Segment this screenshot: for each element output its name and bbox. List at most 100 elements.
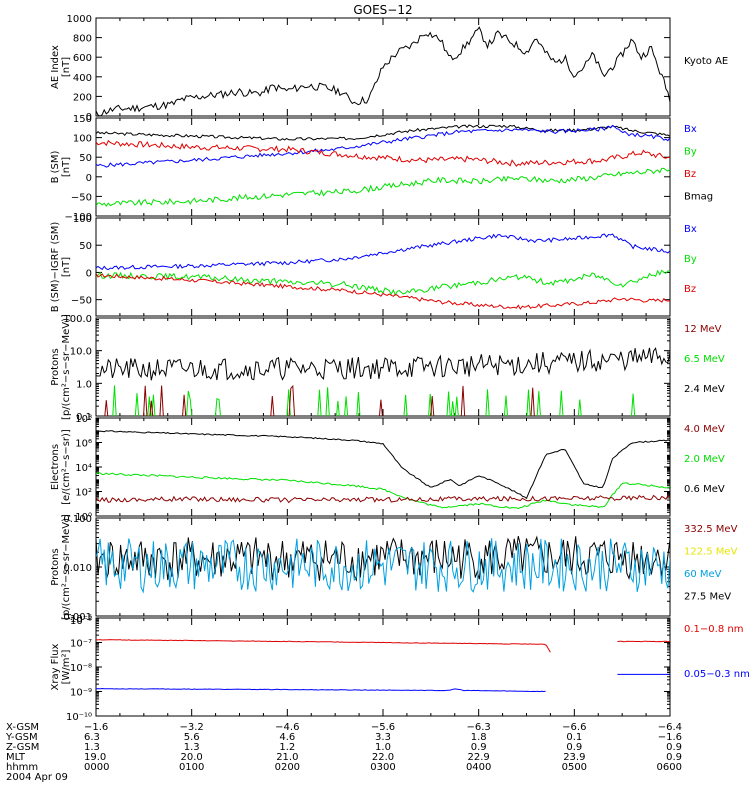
legend-entry: Bz [684,284,696,295]
x-row-value: 0200 [275,762,300,773]
y-tick-label: 10⁻⁹ [70,688,92,699]
x-row-value: 0.9 [666,752,682,763]
y-tick-label: 0.001 [63,612,92,623]
y-axis-label: Electrons [50,444,61,490]
y-tick-label: 10⁻⁶ [70,614,92,625]
y-tick-label: 50 [79,153,92,164]
series-line [617,640,670,643]
y-axis-label: [W/m²] [61,649,72,684]
y-tick-label: 10⁴ [75,463,92,474]
series-line [96,124,670,168]
x-row-value: 0.9 [471,742,487,753]
y-axis-label: B (SM) [50,150,61,183]
y-tick-label: 0 [86,268,92,279]
x-row-value: 0400 [466,762,491,773]
y-tick-label: 200 [73,92,92,103]
x-row-value: 4.6 [279,732,295,743]
legend-entry: 27.5 MeV [684,592,731,603]
y-tick-label: 0 [86,173,92,184]
x-row-value: 19.0 [84,752,106,763]
series-line [96,639,551,653]
series-line [96,430,670,500]
x-row-value: −5.6 [371,722,395,733]
legend-entry: 12 MeV [684,324,722,335]
x-row-value: 23.9 [563,752,585,763]
legend-entry: 4.0 MeV [684,424,725,435]
y-tick-label: 400 [73,73,92,84]
x-row-label: Z-GSM [6,742,39,753]
x-row-value: 6.3 [84,732,100,743]
panel-bdiff: −50 0 50 100 B (SM)−IGRF (SM) [nT] Bx By Bz [50,214,697,317]
y-tick-label: 1.0 [76,379,92,390]
x-row-value: 22.0 [372,752,394,763]
y-tick-label: 10⁶ [75,439,92,450]
x-row-value: 22.9 [468,752,490,763]
y-axis-label: Protons [50,548,61,585]
y-axis-label: [e/(cm²−s−sr)] [61,429,72,505]
x-row-value: 0.9 [666,742,682,753]
series-line [96,538,670,594]
y-tick-label: 10⁻⁸ [70,616,92,627]
x-axis-labels: X-GSM −1.6 −3.2 −4.6 −5.6 −6.3 −6.6 −6.4 Y-GSM 6.… [5,722,682,783]
legend-entry: Bz [684,169,696,180]
legend-entry: Bx [684,124,697,135]
x-row-value: −6.4 [658,722,682,733]
legend-entry: By [684,147,697,158]
x-row-value: −1.6 [84,722,108,733]
legend-entry: 2.0 MeV [684,454,725,465]
x-row-value: −1.6 [658,732,682,743]
y-tick-label: 10⁻⁸ [70,663,92,674]
y-tick-label: 100 [73,134,92,145]
legend-entry: 2.4 MeV [684,384,725,395]
x-row-value: 1.2 [279,742,295,753]
y-tick-label: 10⁸ [75,414,92,425]
series-line [96,26,670,116]
panel-bsm: −100 −50 0 50 100 150 B (SM) [nT] Bx By Bz Bmag [50,114,713,223]
x-row-value: 21.0 [276,752,298,763]
panel-frame [95,617,671,717]
y-axis-label: AE Index [50,45,61,89]
y-axis-label: B (SM)−IGRF (SM) [50,222,61,313]
x-row-value: 0000 [84,762,109,773]
x-row-value: 1.8 [471,732,487,743]
series-line [96,494,670,504]
x-row-value: 0600 [657,762,682,773]
y-tick-label: 10⁰ [75,512,92,523]
y-tick-label: 150 [73,114,92,125]
x-row-value: −4.6 [275,722,299,733]
y-tick-label: −50 [71,296,92,307]
panel-electrons: 10⁰ 10² 10⁴ 10⁶ 10⁸ Electrons [e/(cm²−s−sr)] 4.… [50,414,725,523]
series-line [96,535,670,582]
series-line [96,139,670,167]
x-row-value: 0500 [562,762,587,773]
panel-ae: 0 200 400 600 800 1000 AE Index [nT] Kyoto AE [50,14,728,123]
legend-entry: 0.6 MeV [684,484,725,495]
legend-entry: By [684,254,697,265]
panel-protons2: 0.001 0.010 0.100 Protons [p/(cm²−s−sr−MeV)]… [50,514,738,623]
y-tick-label: 100 [73,214,92,225]
x-row-value: 1.0 [375,742,391,753]
panel-frame [95,117,671,217]
series-line [96,687,546,693]
x-row-value: −3.2 [180,722,204,733]
y-tick-label: 0.100 [63,514,92,525]
series-line [96,233,670,271]
y-tick-label: 0 [86,112,92,123]
y-tick-label: 10.0 [70,347,92,358]
series-line [96,472,670,510]
x-row-value: 0.1 [566,732,582,743]
y-tick-label: 10⁻¹⁰ [66,712,92,723]
x-row-label: X-GSM [6,722,39,733]
legend-entry: 122.5 MeV [684,547,738,558]
date-label: 2004 Apr 09 [6,772,68,783]
series-line [112,385,636,416]
x-row-value: 0100 [179,762,204,773]
legend-entry: 0.05−0.3 nm [684,669,750,680]
panel-protons1: 0.1 1.0 10.0 100.0 Protons [p/(cm²−s−sr−MeV)]… [50,314,725,423]
x-row-label: MLT [6,752,26,763]
y-tick-label: 1000 [67,14,92,25]
y-tick-label: 0.010 [63,563,92,574]
